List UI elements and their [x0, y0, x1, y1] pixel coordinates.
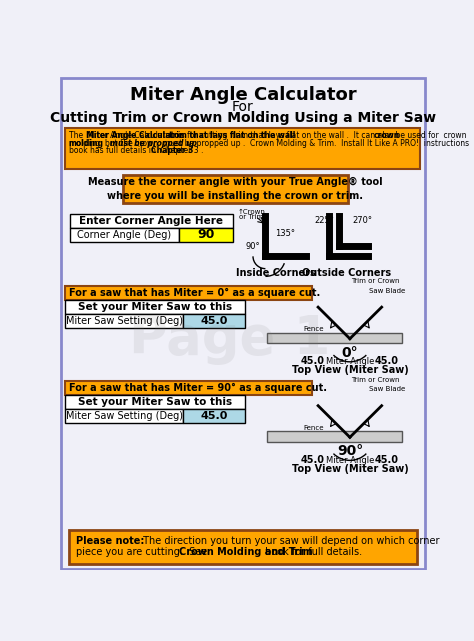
Text: The  Miter Angle Calculator  is for cutting  trim that lays flat on the wall .  : The Miter Angle Calculator is for cuttin…	[69, 131, 466, 140]
Text: Miter Angle: Miter Angle	[326, 456, 374, 465]
FancyBboxPatch shape	[65, 128, 420, 169]
Text: molding: molding	[69, 138, 103, 147]
FancyBboxPatch shape	[65, 314, 183, 328]
FancyBboxPatch shape	[70, 214, 233, 228]
Text: Inside Corners: Inside Corners	[237, 268, 316, 278]
Text: must be propped up: must be propped up	[109, 138, 197, 147]
Text: Measure the corner angle with your True Angle® tool
where you will be installing: Measure the corner angle with your True …	[88, 178, 383, 201]
Text: book has full details in  Chapter 3 .: book has full details in Chapter 3 .	[69, 146, 203, 155]
FancyBboxPatch shape	[267, 333, 402, 344]
Text: Outside Corners: Outside Corners	[302, 268, 392, 278]
Text: Trim or Crown: Trim or Crown	[351, 278, 400, 284]
Text: 45.0: 45.0	[201, 316, 228, 326]
Text: Enter Corner Angle Here: Enter Corner Angle Here	[80, 216, 223, 226]
Text: 45.0: 45.0	[375, 454, 399, 465]
Text: Please note:: Please note:	[76, 536, 145, 546]
Text: Crown Molding and Trim: Crown Molding and Trim	[179, 547, 312, 556]
Text: 90°: 90°	[337, 444, 363, 458]
Text: 135°: 135°	[275, 229, 295, 238]
FancyBboxPatch shape	[65, 300, 245, 314]
FancyBboxPatch shape	[65, 395, 245, 409]
Text: Set your Miter Saw to this: Set your Miter Saw to this	[78, 397, 232, 407]
Text: Miter Saw Setting (Deg): Miter Saw Setting (Deg)	[66, 411, 183, 420]
Text: 225°: 225°	[314, 216, 334, 225]
Text: book for full details.: book for full details.	[262, 547, 363, 556]
FancyBboxPatch shape	[179, 228, 233, 242]
Text: Corner Angle (Deg): Corner Angle (Deg)	[77, 229, 172, 240]
FancyBboxPatch shape	[183, 409, 245, 422]
FancyBboxPatch shape	[65, 381, 312, 395]
FancyBboxPatch shape	[65, 409, 183, 422]
Text: The direction you turn your saw will depend on which corner: The direction you turn your saw will dep…	[140, 536, 439, 546]
Text: trim that lays flat on the wall: trim that lays flat on the wall	[169, 131, 296, 140]
Text: Miter Saw Setting (Deg): Miter Saw Setting (Deg)	[66, 316, 183, 326]
FancyBboxPatch shape	[61, 78, 425, 569]
Text: piece you are cutting.  See: piece you are cutting. See	[76, 547, 210, 556]
Text: 0°: 0°	[342, 345, 358, 360]
Text: crown: crown	[373, 131, 400, 140]
Text: 90°: 90°	[245, 242, 260, 251]
Text: For a saw that has Miter = 0° as a square cut.: For a saw that has Miter = 0° as a squar…	[69, 288, 320, 298]
Text: Miter Angle Calculator: Miter Angle Calculator	[129, 86, 356, 104]
Text: Fence: Fence	[303, 326, 324, 332]
Text: 45.0: 45.0	[201, 411, 228, 420]
Text: For a saw that has Miter = 90° as a square cut.: For a saw that has Miter = 90° as a squa…	[69, 383, 327, 393]
Text: Page 1: Page 1	[129, 313, 330, 365]
FancyBboxPatch shape	[69, 529, 417, 563]
FancyBboxPatch shape	[70, 228, 179, 242]
Text: 270°: 270°	[352, 216, 372, 225]
Text: For: For	[232, 100, 254, 114]
FancyBboxPatch shape	[123, 176, 347, 203]
Text: 90: 90	[197, 228, 214, 241]
Text: Chapter 3: Chapter 3	[152, 146, 194, 155]
Text: Saw Blade: Saw Blade	[369, 386, 405, 392]
FancyBboxPatch shape	[183, 314, 245, 328]
FancyBboxPatch shape	[65, 287, 312, 300]
Text: Top View (Miter Saw): Top View (Miter Saw)	[292, 365, 408, 376]
Text: Saw Blade: Saw Blade	[369, 288, 405, 294]
Text: Miter Angle Calculator: Miter Angle Calculator	[86, 131, 183, 140]
FancyBboxPatch shape	[267, 431, 402, 442]
Text: 45.0: 45.0	[301, 356, 325, 366]
Text: Trim or Crown: Trim or Crown	[351, 377, 400, 383]
Text: Cutting Trim or Crown Molding Using a Miter Saw: Cutting Trim or Crown Molding Using a Mi…	[50, 111, 436, 125]
Text: or Trim: or Trim	[239, 214, 264, 221]
Text: Set your Miter Saw to this: Set your Miter Saw to this	[78, 302, 232, 312]
Text: ↑Crown: ↑Crown	[237, 209, 265, 215]
Text: 45.0: 45.0	[375, 356, 399, 366]
Text: Miter Angle: Miter Angle	[326, 357, 374, 366]
Text: 45.0: 45.0	[301, 454, 325, 465]
Text: Fence: Fence	[303, 424, 324, 431]
Text: molding  but the crown  must be propped up .  Crown Molding & Trim.  Install It : molding but the crown must be propped up…	[69, 138, 469, 147]
Text: Top View (Miter Saw): Top View (Miter Saw)	[292, 464, 408, 474]
